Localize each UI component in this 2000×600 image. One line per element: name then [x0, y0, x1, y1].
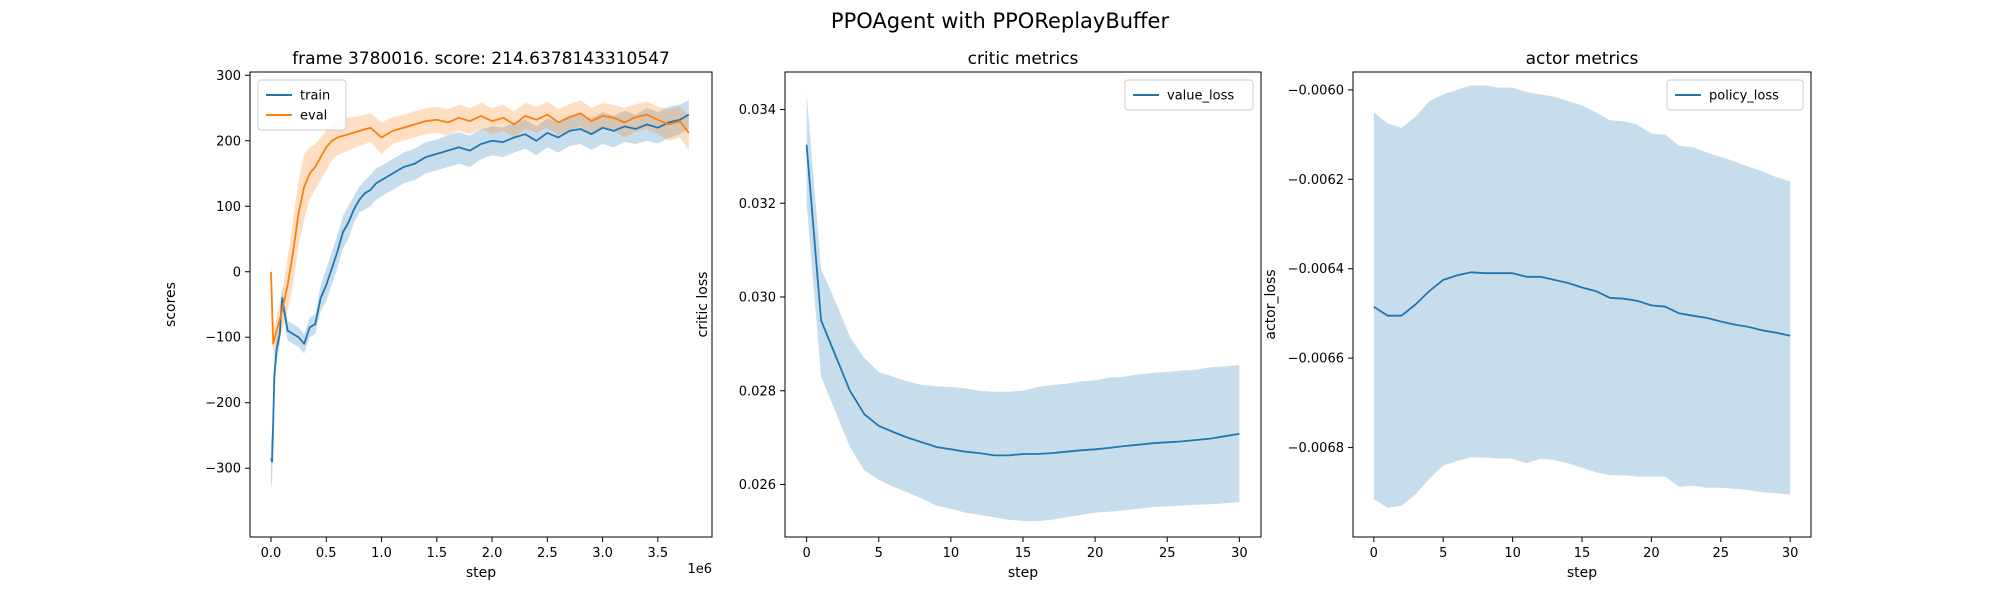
subplot-2: 0 5 10 15 20 25 30 0.026 0.028 0.030 0.032 0.034 cri…	[695, 49, 1262, 581]
x-tick-label: 0	[802, 546, 810, 561]
y-axis-label: critic loss	[695, 272, 711, 338]
x-tick-label: 2.0	[482, 546, 503, 561]
series-line-eval	[270, 112, 690, 345]
x-tick-label: 30	[1231, 546, 1248, 561]
legend: value_loss	[1124, 79, 1254, 111]
y-tick-label: −0.0064	[1288, 262, 1344, 277]
legend-label-train: train	[300, 89, 330, 104]
band-policy_loss	[1373, 85, 1791, 508]
x-tick-label: 25	[1713, 546, 1730, 561]
y-tick-label: −200	[205, 396, 241, 411]
y-tick-label: 100	[216, 200, 241, 215]
band-eval	[271, 100, 689, 357]
y-tick-label: 0.034	[739, 103, 776, 118]
x-offset-label: 1e6	[687, 562, 712, 577]
x-tick-label: 0.0	[261, 546, 282, 561]
legend-box	[1666, 79, 1804, 111]
x-tick-label: 15	[1015, 546, 1032, 561]
y-tick-label: 0.026	[739, 478, 776, 493]
x-tick-label: 3.0	[592, 546, 613, 561]
y-tick-label: −0.0060	[1288, 83, 1344, 98]
series-line-train	[270, 113, 690, 463]
x-tick-label: 1.0	[371, 546, 392, 561]
subplot-title: actor metrics	[1526, 49, 1639, 69]
x-tick-label: 5	[1439, 546, 1447, 561]
x-tick-label: 5	[875, 546, 883, 561]
band-train	[271, 100, 689, 488]
y-tick-label: 0.032	[739, 197, 776, 212]
x-axis-label: step	[1008, 565, 1038, 581]
y-tick-label: 0.028	[739, 384, 776, 399]
y-tick-label: −0.0066	[1288, 352, 1344, 367]
y-tick-label: −0.0062	[1288, 173, 1344, 188]
x-tick-label: 2.5	[537, 546, 558, 561]
y-tick-label: 300	[216, 69, 241, 84]
y-tick-label: −100	[205, 331, 241, 346]
legend: policy_loss	[1666, 79, 1804, 111]
x-tick-label: 20	[1643, 546, 1660, 561]
x-axis-label: step	[1567, 565, 1597, 581]
x-tick-label: 30	[1782, 546, 1799, 561]
subplot-title: critic metrics	[968, 49, 1079, 69]
y-tick-label: −0.0068	[1288, 441, 1344, 456]
x-tick-label: 25	[1159, 546, 1176, 561]
subplots: 0.0 0.5 1.0 1.5 2.0 2.5 3.0 3.5−300−200−1000100…	[163, 49, 1812, 581]
x-tick-label: 10	[943, 546, 960, 561]
legend-label-eval: eval	[300, 109, 327, 124]
subplot-title: frame 3780016. score: 214.6378143310547	[292, 49, 670, 69]
series-line-value_loss	[805, 144, 1240, 457]
x-tick-label: 3.5	[647, 546, 668, 561]
y-tick-label: 0.030	[739, 291, 776, 306]
legend-box	[257, 79, 347, 131]
legend-label-policy_loss: policy_loss	[1709, 89, 1779, 104]
x-axis-label: step	[466, 565, 496, 581]
legend: train eval	[257, 79, 347, 131]
series-line-policy_loss	[1373, 271, 1791, 337]
x-tick-label: 20	[1087, 546, 1104, 561]
x-tick-label: 1.5	[426, 546, 447, 561]
subplot-1: 0.0 0.5 1.0 1.5 2.0 2.5 3.0 3.5 −300 −200 −100 0 100…	[163, 49, 713, 581]
axes-frame	[249, 71, 713, 538]
band-value_loss	[806, 93, 1240, 522]
x-tick-label: 0	[1370, 546, 1378, 561]
legend-label-value_loss: value_loss	[1167, 89, 1234, 104]
figure-title: PPOAgent with PPOReplayBuffer	[831, 9, 1170, 33]
x-tick-label: 15	[1574, 546, 1591, 561]
subplot-3: 0 5 10 15 20 25 30 −0.0068 −0.0066 −0.0064 −0.0062…	[1263, 49, 1812, 581]
y-axis-label: actor_loss	[1263, 269, 1279, 339]
legend-box	[1124, 79, 1254, 111]
y-tick-label: 200	[216, 134, 241, 149]
y-axis-label: scores	[163, 282, 179, 327]
y-tick-label: −300	[205, 462, 241, 477]
x-tick-label: 0.5	[316, 546, 337, 561]
x-tick-label: 10	[1504, 546, 1521, 561]
y-tick-label: 0	[233, 265, 241, 280]
